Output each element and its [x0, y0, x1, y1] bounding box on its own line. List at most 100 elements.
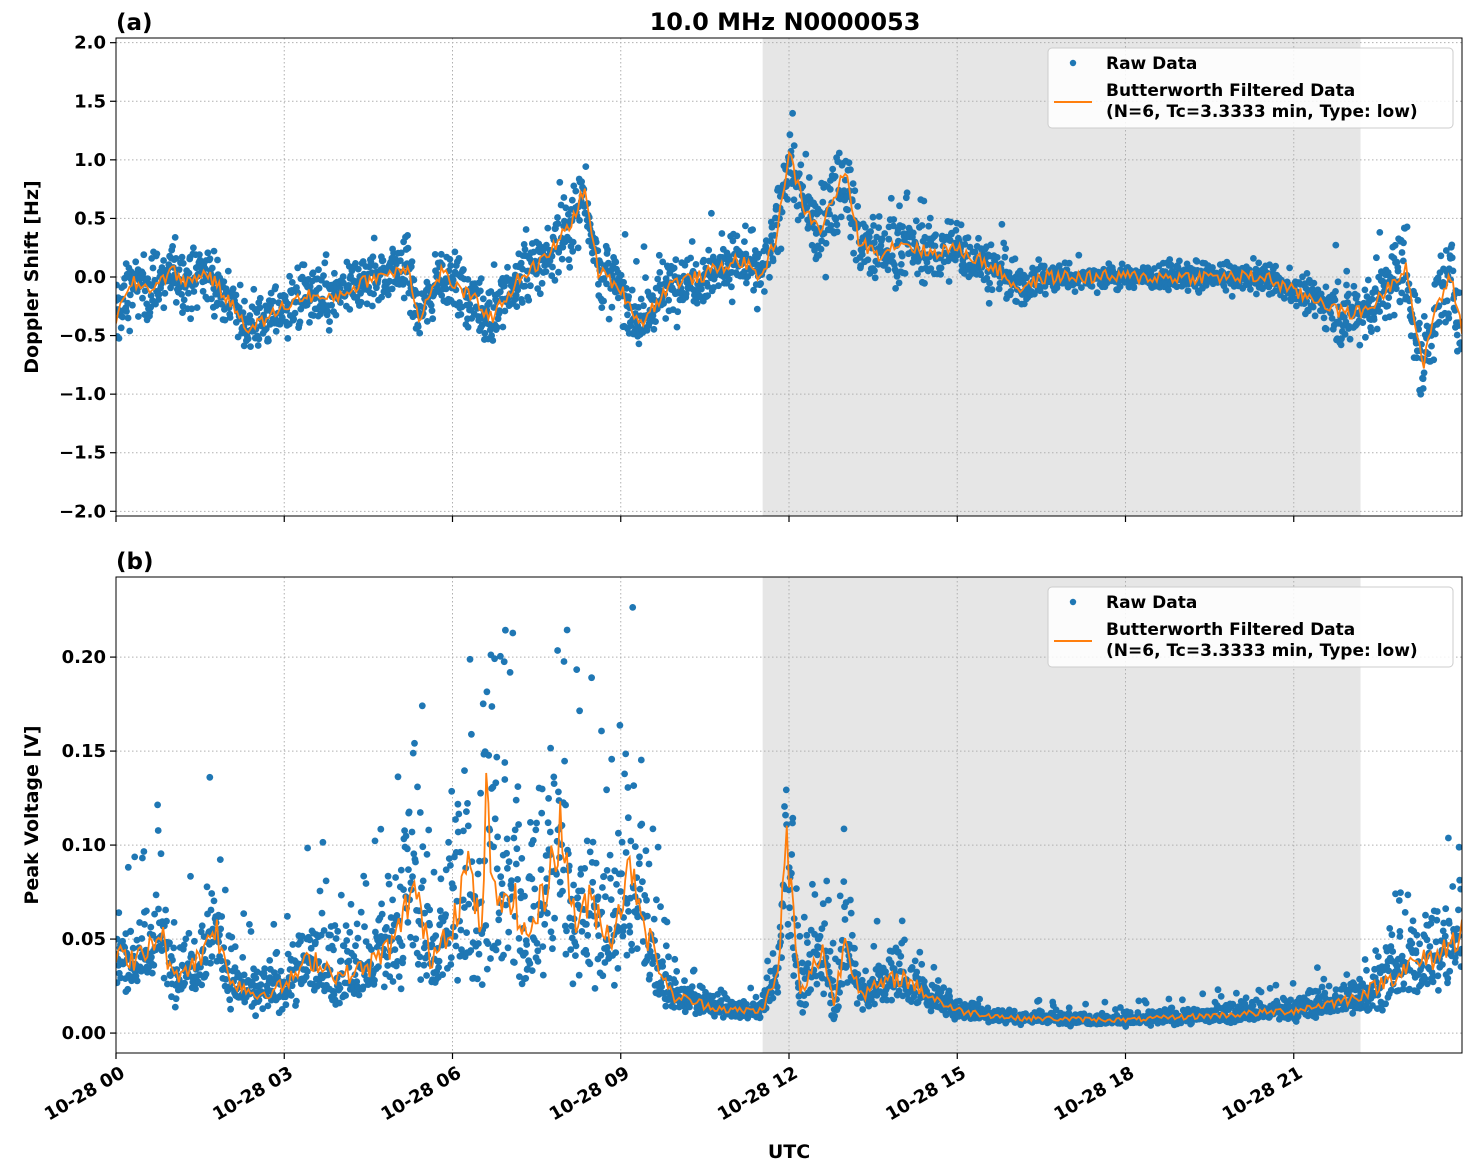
raw-point [658, 983, 665, 990]
raw-point [371, 235, 378, 242]
raw-point [154, 251, 161, 258]
raw-point [509, 630, 516, 637]
raw-point [862, 224, 869, 231]
raw-point [324, 308, 331, 315]
raw-point [1243, 994, 1250, 1001]
raw-point [455, 801, 462, 808]
raw-point [527, 960, 534, 967]
raw-point [729, 299, 736, 306]
raw-point [629, 287, 636, 294]
raw-point [888, 997, 895, 1004]
raw-point [607, 852, 614, 859]
raw-point [208, 907, 215, 914]
raw-point [513, 797, 520, 804]
raw-point [207, 960, 214, 967]
raw-point [764, 974, 771, 981]
raw-point [935, 977, 942, 984]
raw-point [1247, 286, 1254, 293]
raw-point [672, 256, 679, 263]
raw-point [495, 939, 502, 946]
raw-point [258, 981, 265, 988]
raw-point [495, 916, 502, 923]
raw-point [1450, 268, 1457, 275]
panel-doppler-shift: 2.01.51.00.50.0−0.5−1.0−1.5−2.0(a)Dopple… [21, 10, 1465, 522]
raw-point [1404, 224, 1411, 231]
chart-title: 10.0 MHz N0000053 [650, 8, 921, 36]
raw-point [766, 274, 773, 281]
raw-point [491, 655, 498, 662]
raw-point [346, 958, 353, 965]
legend-filtered-params: (N=6, Tc=3.3333 min, Type: low) [1106, 102, 1418, 122]
raw-point [355, 266, 362, 273]
raw-point [953, 227, 960, 234]
raw-point [363, 880, 370, 887]
raw-point [179, 254, 186, 261]
raw-point [1351, 283, 1358, 290]
raw-point [467, 656, 474, 663]
raw-point [150, 265, 157, 272]
raw-point [617, 722, 624, 729]
raw-point [1428, 343, 1435, 350]
raw-point [809, 881, 816, 888]
raw-point [1436, 319, 1443, 326]
raw-point [673, 968, 680, 975]
raw-point [705, 247, 712, 254]
raw-point [625, 814, 632, 821]
raw-point [617, 888, 624, 895]
raw-point [340, 273, 347, 280]
raw-point [642, 274, 649, 281]
raw-point [1362, 287, 1369, 294]
raw-point [849, 932, 856, 939]
raw-point [460, 266, 467, 273]
raw-point [651, 916, 658, 923]
raw-point [569, 197, 576, 204]
raw-point [624, 952, 631, 959]
raw-point [1002, 245, 1009, 252]
raw-point [1391, 312, 1398, 319]
raw-point [671, 265, 678, 272]
raw-point [612, 949, 619, 956]
raw-point [989, 286, 996, 293]
raw-point [356, 992, 363, 999]
raw-point [687, 255, 694, 262]
raw-point [671, 956, 678, 963]
raw-point [404, 232, 411, 239]
raw-point [875, 224, 882, 231]
raw-point [554, 214, 561, 221]
raw-point [850, 250, 857, 257]
raw-point [404, 845, 411, 852]
raw-point [288, 992, 295, 999]
raw-point [529, 876, 536, 883]
raw-point [320, 839, 327, 846]
raw-point [354, 921, 361, 928]
raw-point [181, 297, 188, 304]
raw-point [870, 943, 877, 950]
y-tick-label: 0.0 [74, 267, 106, 288]
raw-point [511, 835, 518, 842]
raw-point [480, 700, 487, 707]
raw-point [154, 802, 161, 809]
raw-point [611, 982, 618, 989]
raw-point [625, 293, 632, 300]
raw-point [734, 233, 741, 240]
raw-point [409, 829, 416, 836]
raw-point [190, 244, 197, 251]
raw-point [352, 942, 359, 949]
raw-point [419, 843, 426, 850]
raw-point [1385, 294, 1392, 301]
raw-point [389, 897, 396, 904]
raw-point [1356, 342, 1363, 349]
raw-point [1373, 254, 1380, 261]
raw-point [1332, 288, 1339, 295]
raw-point [497, 873, 504, 880]
raw-point [774, 222, 781, 229]
raw-point [831, 1013, 838, 1020]
raw-point [265, 337, 272, 344]
raw-point [418, 921, 425, 928]
raw-point [241, 972, 248, 979]
raw-point [636, 853, 643, 860]
raw-point [551, 780, 558, 787]
raw-point [584, 932, 591, 939]
raw-point [445, 839, 452, 846]
raw-point [545, 819, 552, 826]
